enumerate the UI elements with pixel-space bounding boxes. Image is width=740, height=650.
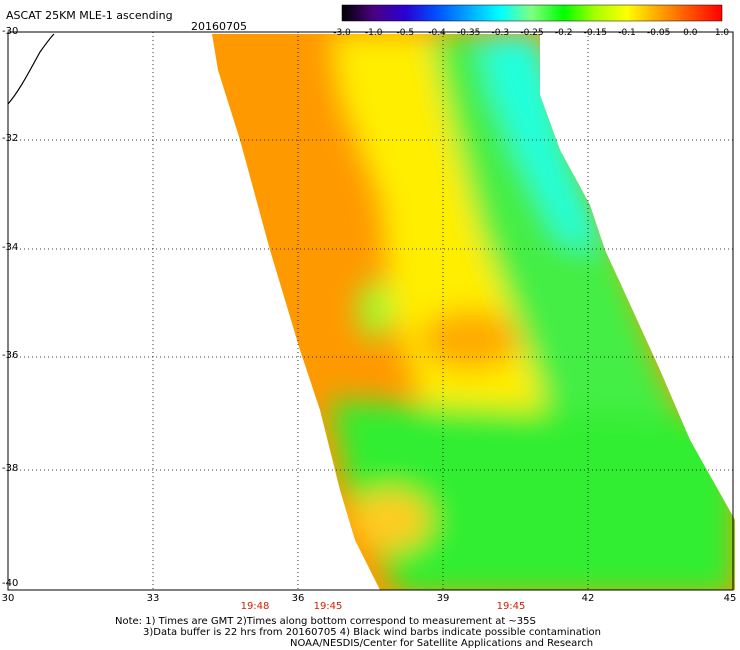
colorbar-tick-label: -0.5 [396, 28, 415, 38]
time-label-3: 19:45 [496, 601, 526, 612]
lat-label-32: -32 [2, 133, 19, 144]
colorbar [341, 4, 723, 22]
colorbar-tick-label: -3.0 [333, 28, 351, 38]
lon-label-39: 39 [436, 593, 450, 604]
colorbar-tick-label: -0.15 [583, 28, 607, 38]
note-line-1: Note: 1) Times are GMT 2)Times along bot… [115, 616, 536, 627]
lat-label-30: -30 [2, 26, 19, 37]
lat-lon-grid [8, 32, 733, 590]
lon-label-33: 33 [146, 593, 160, 604]
colorbar-tick-label: -0.05 [647, 28, 671, 38]
time-label-1: 19:48 [240, 601, 270, 612]
lat-label-36: -36 [2, 350, 19, 361]
lon-label-30: 30 [1, 593, 15, 604]
product-date: 20160705 [191, 20, 247, 33]
colorbar-tick-label: -0.4 [428, 28, 446, 38]
colorbar-tick-label: -0.35 [457, 28, 481, 38]
wind-barb [7, 33, 55, 105]
lon-label-42: 42 [581, 593, 595, 604]
note-line-2: 3)Data buffer is 22 hrs from 20160705 4)… [143, 627, 601, 638]
lat-label-38: -38 [2, 463, 19, 474]
lon-label-45: 45 [723, 593, 737, 604]
time-label-2: 19:45 [313, 601, 343, 612]
map-frame [7, 31, 734, 591]
colorbar-gradient [341, 4, 723, 22]
lon-label-36: 36 [291, 593, 305, 604]
colorbar-tick-label: 1.0 [714, 28, 730, 38]
lat-label-34: -34 [2, 242, 19, 253]
colorbar-tick-label: -0.3 [491, 28, 510, 38]
wind-swath [212, 34, 735, 590]
colorbar-tick-label: -0.2 [554, 28, 573, 38]
colorbar-tick-label: -1.0 [364, 28, 383, 38]
product-title: ASCAT 25KM MLE-1 ascending [6, 9, 173, 22]
colorbar-tick-label: -0.1 [618, 28, 636, 38]
colorbar-tick-label: 0.0 [683, 28, 698, 38]
note-line-3: NOAA/NESDIS/Center for Satellite Applica… [290, 638, 594, 649]
colorbar-tick-label: -0.25 [520, 28, 544, 38]
lat-label-40: -40 [2, 578, 19, 589]
